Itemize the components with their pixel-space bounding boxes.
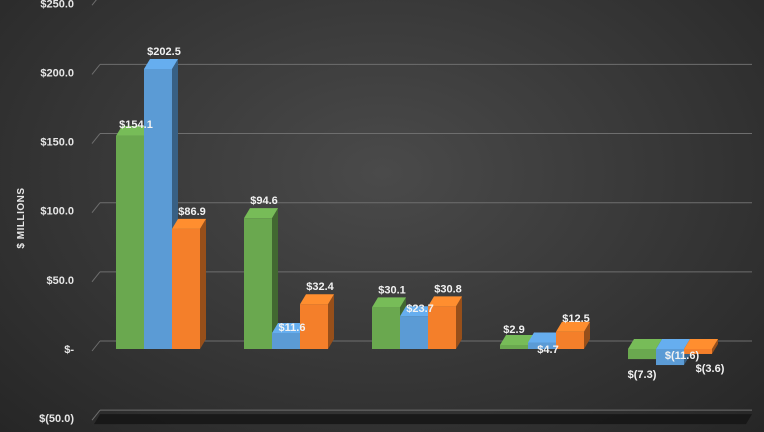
bar-top: [400, 306, 434, 317]
bar-top: [300, 294, 334, 305]
bar-front: [116, 135, 144, 349]
bar-front: [400, 316, 428, 349]
bar-top: [556, 321, 590, 332]
bar-front: [172, 228, 200, 349]
bar: [300, 294, 334, 349]
bar-top: [244, 208, 278, 219]
bar-front: [556, 331, 584, 349]
data-labels: $154.1 $202.5 $86.9 $94.6 $11.6 $32.4 $30.1$23…: [119, 46, 725, 381]
data-label: $23.7: [406, 303, 434, 315]
bar-front: [428, 306, 456, 349]
bar: [272, 322, 306, 349]
bar-top: [428, 296, 462, 307]
bar-top: [116, 125, 150, 136]
data-label: $(3.6): [696, 363, 725, 375]
data-label: $12.5: [562, 313, 590, 325]
bar-side: [272, 208, 278, 349]
bar-side: [328, 294, 334, 349]
bar-top: [500, 334, 534, 345]
gridline-slant: [91, 0, 97, 6]
data-label: $30.8: [434, 283, 462, 295]
gridline-slant: [91, 409, 101, 421]
floor-band: [94, 414, 752, 425]
gridline-slant: [91, 271, 101, 283]
bar: [428, 296, 462, 349]
data-label: $(11.6): [665, 350, 700, 362]
bar-front: [372, 307, 400, 349]
y-tick-label: $150.0: [40, 137, 74, 149]
bar: [556, 321, 590, 349]
gridline-slant: [91, 340, 101, 352]
bar-top: [528, 332, 562, 343]
bar-top: [372, 297, 406, 308]
data-label: $30.1: [378, 284, 406, 296]
bar-top: [272, 322, 306, 333]
data-label: $154.1: [119, 119, 153, 131]
bar-top: [172, 218, 206, 229]
bar-front: [300, 304, 328, 349]
bar-front: [528, 342, 556, 349]
bar-side: [200, 218, 206, 349]
data-label: $11.6: [279, 322, 306, 334]
y-axis-label: $ MILLIONS: [16, 187, 27, 248]
y-tick-label: $50.0: [46, 275, 74, 287]
bar-front: [628, 349, 656, 360]
bar-front: [500, 344, 528, 349]
bar-front: [244, 218, 272, 349]
chart-floor: [94, 414, 752, 425]
gridline-slant: [91, 202, 101, 214]
data-label: $2.9: [503, 324, 524, 336]
bars: [116, 58, 718, 366]
bar-top: [628, 339, 662, 349]
y-tick-label: $250.0: [40, 0, 74, 10]
y-axis-ticks: $250.0 $200.0 $150.0 $100.0 $50.0 $- $(50.0): [39, 0, 74, 425]
bar-front: [272, 332, 300, 349]
bar-side: [456, 296, 462, 349]
bar: [656, 339, 690, 366]
y-tick-label: $-: [64, 344, 74, 356]
y-tick-label: $(50.0): [39, 413, 74, 425]
bar-front: [656, 349, 684, 366]
y-tick-label: $200.0: [40, 67, 74, 79]
data-label: $32.4: [306, 281, 334, 293]
data-label: $4.7: [537, 344, 558, 356]
data-label: $(7.3): [628, 369, 657, 381]
data-label: $202.5: [147, 46, 181, 58]
bar-side: [712, 339, 718, 354]
gridline-slant: [91, 133, 101, 144]
bar-front: [684, 349, 712, 354]
bar-top: [684, 339, 718, 349]
y-tick-label: $100.0: [40, 206, 74, 218]
bar: [244, 208, 278, 349]
bar-top: [656, 339, 690, 349]
bar: [172, 218, 206, 349]
bar-side: [584, 321, 590, 349]
bar-top: [144, 58, 178, 69]
bar-front: [144, 68, 172, 349]
data-label: $94.6: [250, 195, 278, 207]
data-label: $86.9: [178, 206, 206, 218]
bar: [684, 339, 718, 354]
gridline-slant: [91, 64, 101, 75]
